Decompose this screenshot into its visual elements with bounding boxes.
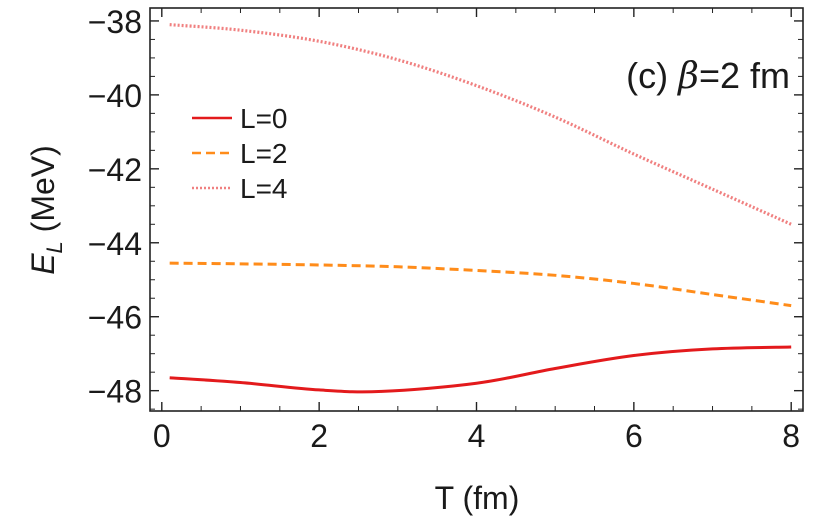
x-tick-label: 2 bbox=[310, 418, 328, 454]
panel-beta-symbol: β bbox=[676, 56, 699, 97]
y-axis-label-subscript: L bbox=[42, 241, 67, 253]
x-axis-label: T (fm) bbox=[435, 480, 520, 516]
x-tick-label: 0 bbox=[153, 418, 171, 454]
y-tick-label: −42 bbox=[88, 152, 142, 188]
legend-label: L=2 bbox=[240, 138, 288, 169]
legend: L=0 L=2 L=4 bbox=[192, 103, 288, 204]
y-tick-label: −48 bbox=[88, 374, 142, 410]
series-line-l4 bbox=[169, 23, 792, 226]
legend-label: L=0 bbox=[240, 103, 288, 134]
series-line-l0 bbox=[169, 345, 792, 394]
y-axis-label-symbol: E bbox=[25, 253, 61, 275]
y-tick-label: −38 bbox=[88, 4, 142, 40]
tick-layer: 0 2 4 6 8 −38 −40 −42 −44 −46 −48 bbox=[88, 4, 803, 454]
x-tick-label: 8 bbox=[782, 418, 800, 454]
y-tick-label: −40 bbox=[88, 78, 142, 114]
y-axis-label: EL (MeV) bbox=[25, 145, 67, 275]
y-tick-label: −46 bbox=[88, 300, 142, 336]
series-line-l2 bbox=[169, 261, 792, 308]
y-axis-label-unit: (MeV) bbox=[25, 145, 61, 241]
series-layer bbox=[169, 23, 792, 394]
panel-label-prefix: (c) bbox=[626, 55, 678, 96]
x-tick-label: 4 bbox=[468, 418, 486, 454]
panel-beta-value: =2 fm bbox=[699, 55, 790, 96]
legend-label: L=4 bbox=[240, 173, 288, 204]
y-tick-label: −44 bbox=[88, 226, 142, 262]
plot-frame bbox=[149, 7, 804, 412]
x-tick-label: 6 bbox=[625, 418, 643, 454]
panel-label: (c) β=2 fm bbox=[626, 55, 790, 97]
